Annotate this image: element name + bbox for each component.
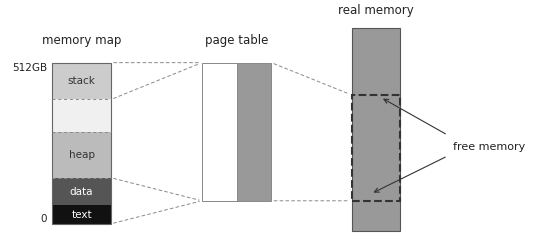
Bar	[352, 28, 400, 231]
Text: free memory: free memory	[453, 142, 525, 152]
Bar	[352, 95, 400, 201]
Bar	[52, 205, 111, 224]
Text: memory map: memory map	[42, 34, 121, 47]
Bar	[52, 63, 111, 99]
Text: 512GB: 512GB	[11, 63, 47, 73]
Bar	[52, 132, 111, 178]
Text: 0: 0	[40, 214, 47, 224]
Text: stack: stack	[68, 76, 96, 86]
Bar	[52, 99, 111, 132]
Bar	[52, 63, 111, 224]
Text: text: text	[72, 209, 92, 220]
Bar	[202, 63, 236, 201]
Text: data: data	[70, 187, 93, 196]
Text: heap: heap	[69, 150, 94, 160]
Text: page table: page table	[205, 34, 268, 47]
Bar	[52, 178, 111, 205]
Text: real memory: real memory	[338, 4, 413, 17]
Bar	[236, 63, 271, 201]
